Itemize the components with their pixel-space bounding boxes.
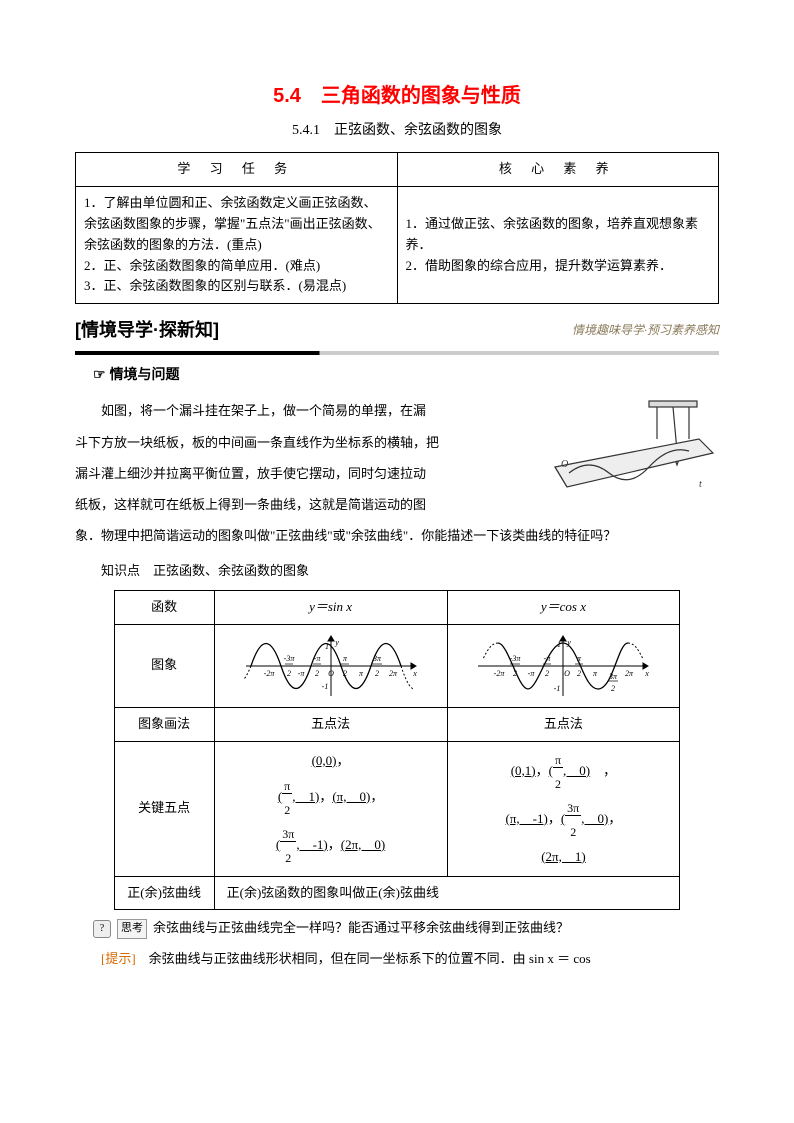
section-divider <box>75 351 719 355</box>
knowledge-point: 知识点 正弦函数、余弦函数的图象 <box>75 561 719 582</box>
svg-text:O: O <box>328 669 334 678</box>
think-label: 思考 <box>117 919 147 939</box>
svg-text:π: π <box>577 654 582 663</box>
svg-text:-3π: -3π <box>510 654 522 663</box>
svg-text:2: 2 <box>577 669 581 678</box>
svg-text:2: 2 <box>611 684 615 693</box>
func-row1-c1: y＝sin x <box>214 591 447 625</box>
svg-text:2: 2 <box>375 669 379 678</box>
func-row1-head: 函数 <box>114 591 214 625</box>
func-row5-merged: 正(余)弦函数的图象叫做正(余)弦曲线 <box>214 876 680 910</box>
svg-text:-3π: -3π <box>283 654 295 663</box>
task-header-left: 学 习 任 务 <box>76 153 398 187</box>
cos-graph-cell: O y x 1 -1 -2π -3π 2 -π -π 2 π 2 π 3π 2 2π <box>447 624 680 707</box>
svg-text:-1: -1 <box>321 682 328 691</box>
think-icon: ? <box>93 920 111 938</box>
svg-text:2: 2 <box>287 669 291 678</box>
section-bar-title: [情境导学·探新知] <box>75 316 219 345</box>
svg-text:1: 1 <box>325 642 329 651</box>
svg-text:2: 2 <box>315 669 319 678</box>
function-table: 函数 y＝sin x y＝cos x 图象 O y <box>114 590 681 910</box>
svg-text:-π: -π <box>313 654 321 663</box>
sin-graph-cell: O y x 1 -1 -2π -3π 2 -π -π 2 π 2 π 3π 2 2π <box>214 624 447 707</box>
svg-text:π: π <box>359 669 364 678</box>
func-row1-c2: y＝cos x <box>447 591 680 625</box>
page-title: 5.4 三角函数的图象与性质 <box>75 80 719 112</box>
hint-text: 余弦曲线与正弦曲线形状相同，但在同一坐标系下的位置不同．由 sin x ＝ co… <box>136 951 591 966</box>
pendulum-figure: O t <box>549 395 719 510</box>
svg-text:π: π <box>343 654 348 663</box>
func-row3-c1: 五点法 <box>214 707 447 741</box>
svg-text:t: t <box>699 479 702 490</box>
svg-text:-π: -π <box>544 654 552 663</box>
svg-text:y: y <box>334 638 339 647</box>
section-bar-subtitle: 情境趣味导学·预习素养感知 <box>572 321 719 340</box>
svg-text:3π: 3π <box>372 654 382 663</box>
hint-label: [提示] <box>101 951 136 966</box>
func-row3-head: 图象画法 <box>114 707 214 741</box>
hand-icon: ☞ <box>93 365 106 387</box>
svg-text:-1: -1 <box>554 684 561 693</box>
func-row5-head: 正(余)弦曲线 <box>114 876 214 910</box>
task-left-cell: 1．了解由单位圆和正、余弦函数定义画正弦函数、余弦函数图象的步骤，掌握"五点法"… <box>76 187 398 304</box>
svg-text:-2π: -2π <box>494 669 506 678</box>
svg-text:-π: -π <box>297 669 305 678</box>
think-text: 余弦曲线与正弦曲线完全一样吗？能否通过平移余弦曲线得到正弦曲线？ <box>153 918 569 939</box>
svg-text:2π: 2π <box>625 669 634 678</box>
svg-text:O: O <box>561 459 568 470</box>
svg-text:3π: 3π <box>608 672 618 681</box>
svg-text:π: π <box>593 669 598 678</box>
cos-keypoints: (0,1)，(π2, 0) ， (π, -1)，(3π2, 0)， (2π, 1… <box>447 741 680 876</box>
func-row4-head: 关键五点 <box>114 741 214 876</box>
situation-text-5: 象．物理中把简谐运动的图象叫做"正弦曲线"或"余弦曲线"．你能描述一下该类曲线的… <box>75 520 719 551</box>
svg-text:2: 2 <box>513 669 517 678</box>
svg-text:2π: 2π <box>389 669 398 678</box>
svg-text:O: O <box>565 669 571 678</box>
svg-text:y: y <box>567 638 572 647</box>
svg-text:-π: -π <box>528 669 536 678</box>
task-header-right: 核 心 素 养 <box>397 153 719 187</box>
func-row2-head: 图象 <box>114 624 214 707</box>
situation-label: ☞ 情境与问题 <box>93 365 719 387</box>
section-bar: [情境导学·探新知] 情境趣味导学·预习素养感知 <box>75 316 719 345</box>
page-subtitle: 5.4.1 正弦函数、余弦函数的图象 <box>75 120 719 142</box>
hint-row: [提示] 余弦曲线与正弦曲线形状相同，但在同一坐标系下的位置不同．由 sin x… <box>75 949 719 970</box>
situation-block: O t 如图，将一个漏斗挂在架子上，做一个简易的单摆，在漏 斗下方放一块纸板，板… <box>75 395 719 551</box>
svg-text:-2π: -2π <box>263 669 275 678</box>
svg-text:x: x <box>412 669 417 678</box>
svg-text:1: 1 <box>557 640 561 649</box>
task-table: 学 习 任 务 核 心 素 养 1．了解由单位圆和正、余弦函数定义画正弦函数、余… <box>75 152 719 304</box>
svg-text:2: 2 <box>545 669 549 678</box>
svg-text:x: x <box>645 669 650 678</box>
situation-label-text: 情境与问题 <box>110 365 180 387</box>
sin-keypoints: (0,0)， (π2, 1)，(π, 0)， (3π2, -1)，(2π, 0) <box>214 741 447 876</box>
think-row: ? 思考 余弦曲线与正弦曲线完全一样吗？能否通过平移余弦曲线得到正弦曲线？ <box>93 918 719 939</box>
svg-text:2: 2 <box>343 669 347 678</box>
func-row3-c2: 五点法 <box>447 707 680 741</box>
task-right-cell: 1．通过做正弦、余弦函数的图象，培养直观想象素养． 2．借助图象的综合应用，提升… <box>397 187 719 304</box>
